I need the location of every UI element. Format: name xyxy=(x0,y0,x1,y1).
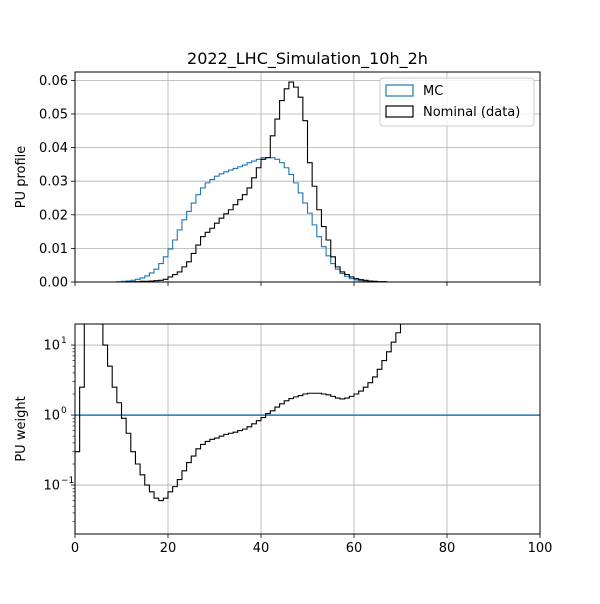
panel2-ytick-label-0: 10 xyxy=(43,479,60,494)
panel2-ytick-exp-0: −1 xyxy=(61,476,74,486)
panel1-ylabel: PU profile xyxy=(14,146,29,209)
panel1-series-nominal-data xyxy=(75,81,540,282)
panel2-xtick-label-1: 20 xyxy=(160,541,177,556)
panel1-ytick-label-6: 0.06 xyxy=(39,74,68,89)
legend-label-mc: MC xyxy=(423,84,443,99)
panel1-ytick-label-4: 0.04 xyxy=(39,141,68,156)
legend: MC Nominal (data) xyxy=(379,77,535,127)
panel2-series-weight xyxy=(75,324,406,534)
panel2-xtick-label-4: 80 xyxy=(439,541,456,556)
panel1-frame xyxy=(74,71,541,283)
panel2-xtick-label-2: 40 xyxy=(253,541,270,556)
panel2-xtick-label-5: 100 xyxy=(528,541,553,556)
panel2-ylabel: PU weight xyxy=(14,396,29,461)
panel1: 0.00 0.01 0.02 0.03 0.04 0.05 0.06 PU profile 20… xyxy=(14,49,541,291)
panel2-ytick-label-1: 10 xyxy=(43,409,60,424)
legend-swatch-mc xyxy=(385,84,414,97)
panel2-ytick-exp-2: 1 xyxy=(61,336,67,346)
panel2-ytick-exp-1: 0 xyxy=(61,406,67,416)
panel2-xtick-label-0: 0 xyxy=(71,541,79,556)
chart-title: 2022_LHC_Simulation_10h_2h xyxy=(187,49,428,69)
panel2-xtick-label-3: 60 xyxy=(346,541,363,556)
panel1-ytick-label-5: 0.05 xyxy=(39,108,68,123)
panel2-ytick-label-2: 10 xyxy=(43,339,60,354)
panel1-series-mc xyxy=(75,157,540,282)
legend-label-nominal-data: Nominal (data) xyxy=(423,105,520,120)
panel1-ytick-label-0: 0.00 xyxy=(39,276,68,291)
panel2-frame xyxy=(74,323,541,535)
panel1-ytick-label-3: 0.03 xyxy=(39,175,68,190)
legend-swatch-nominal-data xyxy=(385,105,414,118)
panel1-ytick-label-2: 0.02 xyxy=(39,208,68,223)
legend-box xyxy=(379,77,535,127)
panel1-ytick-label-1: 0.01 xyxy=(39,242,68,257)
